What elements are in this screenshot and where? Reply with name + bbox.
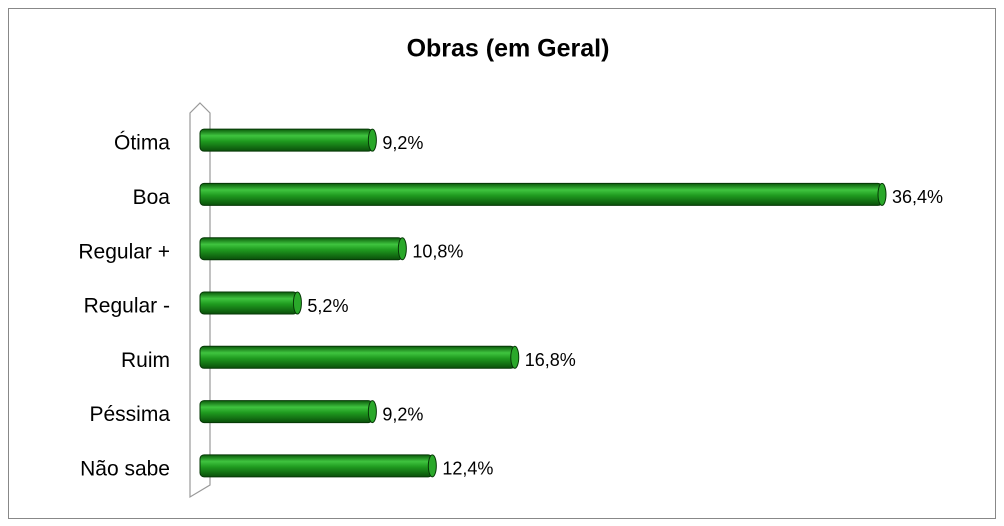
bar — [199, 400, 373, 424]
bar-cap — [877, 182, 887, 206]
bar-cap — [510, 345, 520, 369]
bar — [199, 291, 298, 315]
bar — [199, 345, 516, 369]
category-label: Ruim — [121, 349, 170, 372]
chart-title: Obras (em Geral) — [407, 35, 610, 63]
category-label: Regular - — [84, 295, 170, 318]
value-label: 9,2% — [382, 133, 423, 153]
value-label: 12,4% — [442, 459, 493, 479]
chart-border — [8, 8, 996, 519]
value-label: 16,8% — [525, 350, 576, 370]
category-label: Não sabe — [80, 457, 170, 480]
category-label: Ótima — [114, 132, 170, 155]
category-label: Regular + — [78, 240, 170, 263]
category-label: Péssima — [89, 403, 170, 426]
bar-cap — [397, 237, 407, 261]
category-label: Boa — [133, 186, 171, 209]
value-label: 36,4% — [892, 187, 943, 207]
value-label: 10,8% — [412, 241, 463, 261]
bar-cap — [292, 291, 302, 315]
bar — [199, 128, 373, 152]
bar-cap — [367, 400, 377, 424]
value-label: 5,2% — [307, 296, 348, 316]
value-label: 9,2% — [382, 404, 423, 424]
bar — [199, 454, 433, 478]
bar-cap — [427, 454, 437, 478]
bar — [199, 237, 403, 261]
bar-cap — [367, 128, 377, 152]
bar — [199, 182, 883, 206]
